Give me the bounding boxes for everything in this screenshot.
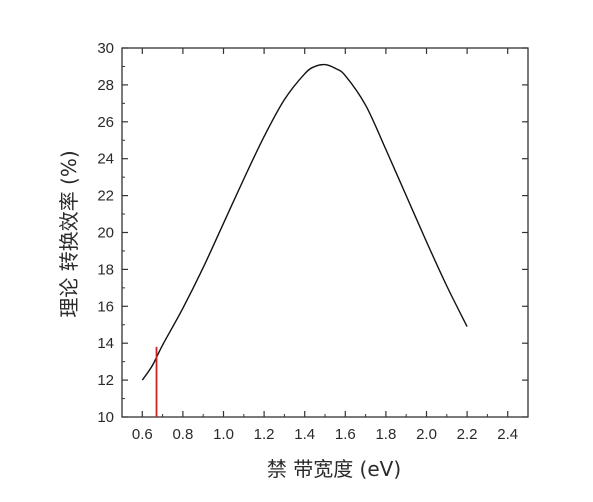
x-tick-label: 0.8 <box>172 426 193 443</box>
x-tick-label: 0.6 <box>132 426 153 443</box>
x-tick-label: 1.2 <box>254 426 275 443</box>
efficiency-curve <box>141 63 468 381</box>
x-tick-label: 2.0 <box>416 426 437 443</box>
x-tick-label: 1.8 <box>375 426 396 443</box>
series-layer <box>141 63 468 381</box>
x-axis-title: 禁 带宽度 (eV) <box>267 457 401 481</box>
y-tick-label: 20 <box>97 225 114 242</box>
y-tick-label: 10 <box>97 409 114 426</box>
y-tick-label: 24 <box>97 151 114 168</box>
y-axis-title: 理论 转换效率 (%) <box>57 150 81 317</box>
x-tick-label: 1.4 <box>294 426 315 443</box>
y-tick-label: 16 <box>97 298 114 315</box>
y-tick-label: 14 <box>97 335 114 352</box>
y-axis: 10 12 14 16 18 20 22 24 26 28 30 <box>97 40 528 426</box>
x-tick-label: 2.4 <box>497 426 518 443</box>
y-tick-label: 26 <box>97 114 114 131</box>
y-tick-label: 28 <box>97 77 114 94</box>
plot-frame <box>121 47 529 418</box>
y-tick-label: 22 <box>97 188 114 205</box>
plot-border <box>121 47 529 418</box>
x-tick-label: 1.0 <box>213 426 234 443</box>
y-tick-label: 30 <box>97 40 114 57</box>
y-tick-label: 18 <box>97 261 114 278</box>
x-tick-label: 1.6 <box>335 426 356 443</box>
x-axis: 0.6 0.8 1.0 1.2 1.4 1.6 1.8 2.0 2.2 2.4 <box>132 48 518 443</box>
x-tick-label: 2.2 <box>457 426 478 443</box>
y-tick-label: 12 <box>97 372 114 389</box>
